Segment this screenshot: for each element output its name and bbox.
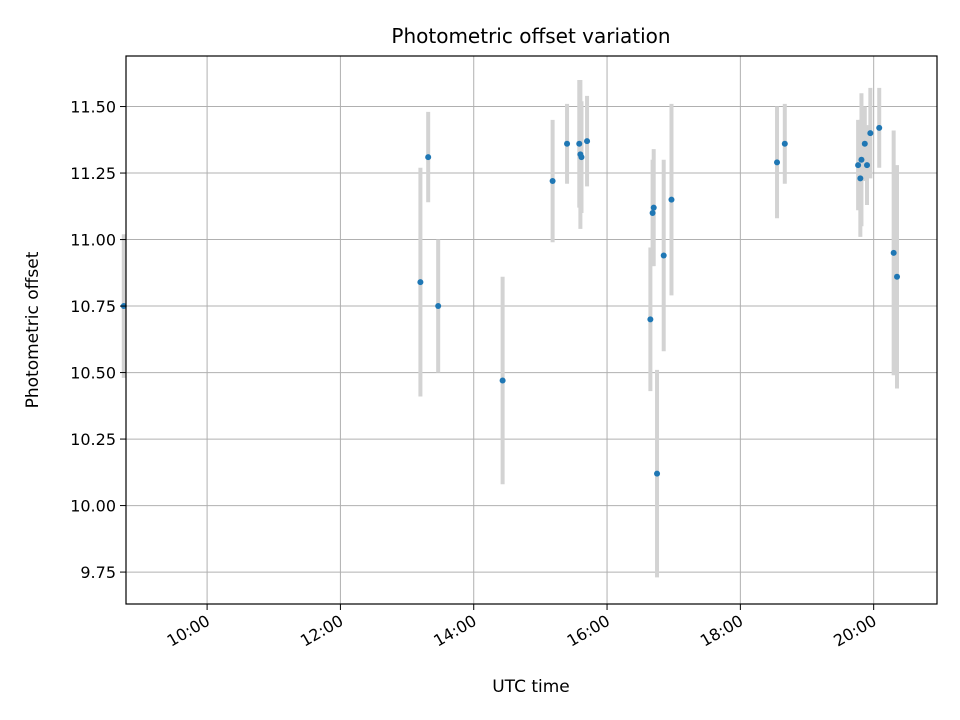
grid [126, 56, 937, 604]
data-point [774, 159, 781, 166]
data-point [867, 130, 874, 137]
data-point [654, 470, 661, 477]
data-point [649, 209, 656, 216]
data-point [861, 140, 868, 147]
data-point [549, 178, 556, 185]
data-point [781, 140, 788, 147]
data-point [650, 204, 657, 211]
data-point [660, 252, 667, 259]
y-tick-label: 9.75 [80, 563, 116, 582]
y-axis: 9.75 10.00 10.25 10.50 10.75 11.00 11.25 11.50 [70, 98, 126, 582]
data-point [858, 156, 865, 163]
x-tick-label: 18:00 [697, 611, 746, 651]
data-point [435, 303, 442, 310]
y-tick-label: 10.25 [70, 430, 116, 449]
data-point [576, 140, 583, 147]
data-point [855, 162, 862, 169]
plot-frame [125, 55, 938, 605]
y-tick-label: 10.50 [70, 364, 116, 383]
x-axis-title: UTC time [492, 677, 570, 697]
data-point [876, 124, 883, 131]
x-tick-label: 16:00 [564, 611, 613, 651]
x-tick-label: 12:00 [297, 611, 346, 651]
error-bars [121, 79, 900, 578]
x-axis: 10:00 12:00 14:00 16:00 18:00 20:00 [164, 604, 880, 651]
data-point [578, 154, 585, 161]
data-point [425, 154, 432, 161]
data-point [499, 377, 506, 384]
y-tick-label: 11.50 [70, 98, 116, 117]
y-tick-label: 11.25 [70, 164, 116, 183]
data-point [564, 140, 571, 147]
data-point [417, 279, 424, 286]
data-point [857, 175, 864, 182]
data-point [864, 162, 871, 169]
x-tick-label: 14:00 [430, 611, 479, 651]
data-point [890, 249, 897, 256]
x-tick-label: 20:00 [830, 611, 879, 651]
data-point [894, 273, 901, 280]
data-point [584, 138, 591, 145]
y-axis-title: Photometric offset [23, 251, 43, 408]
y-tick-label: 11.00 [70, 231, 116, 250]
data-point [647, 316, 654, 323]
data-points [120, 124, 901, 477]
y-tick-label: 10.75 [70, 297, 116, 316]
data-point [668, 196, 675, 203]
x-tick-label: 10:00 [164, 611, 213, 651]
chart-title: Photometric offset variation [391, 24, 670, 48]
y-tick-label: 10.00 [70, 497, 116, 516]
